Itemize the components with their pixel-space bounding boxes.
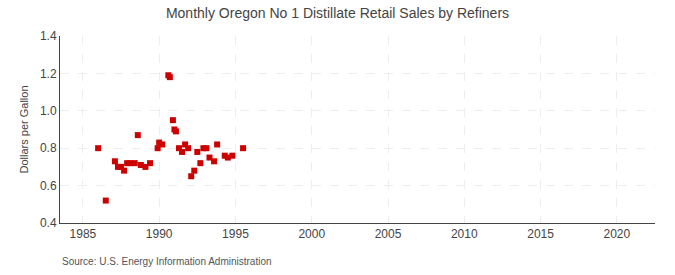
svg-text:Monthly Oregon No 1 Distillate: Monthly Oregon No 1 Distillate Retail Sa…	[166, 5, 509, 21]
svg-text:2015: 2015	[527, 227, 554, 241]
svg-text:1.4: 1.4	[40, 29, 57, 43]
svg-text:Source: U.S. Energy Informatio: Source: U.S. Energy Information Administ…	[62, 256, 272, 267]
svg-text:1985: 1985	[70, 227, 97, 241]
svg-text:2020: 2020	[604, 227, 631, 241]
svg-text:1.0: 1.0	[40, 104, 57, 118]
svg-text:1990: 1990	[146, 227, 173, 241]
svg-text:1995: 1995	[222, 227, 249, 241]
svg-text:1.2: 1.2	[40, 67, 57, 81]
svg-text:2010: 2010	[451, 227, 478, 241]
svg-text:Dollars per Gallon: Dollars per Gallon	[18, 85, 30, 173]
svg-text:0.4: 0.4	[40, 216, 57, 230]
svg-text:2000: 2000	[298, 227, 325, 241]
svg-text:0.8: 0.8	[40, 141, 57, 155]
svg-text:2005: 2005	[375, 227, 402, 241]
svg-text:0.6: 0.6	[40, 179, 57, 193]
